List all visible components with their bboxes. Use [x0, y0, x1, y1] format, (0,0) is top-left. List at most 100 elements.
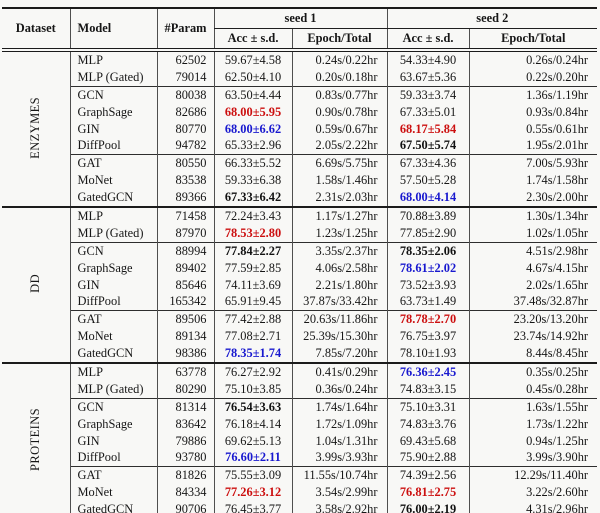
table-row: MLP (Gated) 87970 78.53±2.80 1.23s/1.25hr 77…: [2, 224, 598, 243]
epoch-cell-seed2: 2.30s/2.00hr: [468, 189, 598, 208]
epoch-cell-seed1: 3.54s/2.99hr: [291, 484, 388, 502]
epoch-cell-seed1: 4.06s/2.58hr: [291, 259, 388, 277]
table-row: GCN 80038 63.50±4.44 0.83s/0.77hr 59.33±3.74…: [2, 85, 598, 104]
model-cell: DiffPool: [69, 137, 157, 155]
acc-cell-seed1: 78.35±1.74: [213, 345, 292, 364]
epoch-cell-seed1: 7.85s/7.20hr: [291, 345, 388, 364]
param-cell: 93780: [156, 449, 214, 467]
dataset-label: PROTEINS: [28, 408, 43, 471]
param-cell: 79014: [156, 68, 214, 87]
epoch-cell-seed1: 0.20s/0.18hr: [291, 68, 388, 87]
header-row-sub: Acc ± s.d. Epoch/Total Acc ± s.d. Epoch/…: [2, 28, 598, 52]
table-row: GIN 80770 68.00±6.62 0.59s/0.67hr 68.17±5.84…: [2, 120, 598, 138]
param-cell: 82686: [156, 103, 214, 121]
acc-cell-seed2: 69.43±5.68: [386, 432, 470, 450]
param-cell: 98386: [156, 345, 214, 364]
epoch-cell-seed2: 4.51s/2.98hr: [468, 241, 598, 260]
table-row: ENZYMES MLP 62502 59.67±4.58 0.24s/0.22hr 54.…: [2, 50, 598, 158]
acc-cell-seed1: 77.59±2.85: [213, 259, 292, 277]
acc-cell-seed1: 68.00±6.62: [213, 120, 292, 138]
header-epoch-seed1: Epoch/Total: [291, 28, 388, 52]
param-cell: 89402: [156, 259, 214, 277]
acc-cell-seed2: 75.10±3.31: [386, 397, 470, 416]
model-cell: GAT: [69, 466, 157, 485]
acc-cell-seed1: 77.08±2.71: [213, 328, 292, 346]
param-cell: 63778: [156, 362, 214, 381]
epoch-cell-seed1: 0.41s/0.29hr: [291, 362, 388, 381]
epoch-cell-seed1: 2.31s/2.03hr: [291, 189, 388, 208]
epoch-cell-seed2: 1.74s/1.58hr: [468, 172, 598, 190]
param-cell: 80290: [156, 380, 214, 399]
epoch-cell-seed2: 3.22s/2.60hr: [468, 484, 598, 502]
dataset-label: DD: [28, 274, 43, 293]
epoch-cell-seed2: 1.36s/1.19hr: [468, 85, 598, 104]
acc-cell-seed2: 78.10±1.93: [386, 345, 470, 364]
dataset-label-cell: PROTEINS: [2, 362, 70, 513]
model-cell: GatedGCN: [69, 501, 157, 513]
model-cell: GraphSage: [69, 415, 157, 433]
epoch-cell-seed1: 3.99s/3.93hr: [291, 449, 388, 467]
table-row: GatedGCN 98386 78.35±1.74 7.85s/7.20hr 78.10…: [2, 345, 598, 364]
epoch-cell-seed2: 0.35s/0.25hr: [468, 362, 598, 381]
param-cell: 89134: [156, 328, 214, 346]
epoch-cell-seed2: 37.48s/32.87hr: [468, 293, 598, 311]
param-cell: 83538: [156, 172, 214, 190]
epoch-cell-seed1: 1.17s/1.27hr: [291, 206, 388, 225]
model-cell: MLP: [69, 50, 157, 69]
table-row: GCN 88994 77.84±2.27 3.35s/2.37hr 78.35±2.06…: [2, 241, 598, 260]
epoch-cell-seed1: 3.35s/2.37hr: [291, 241, 388, 260]
epoch-cell-seed2: 1.63s/1.55hr: [468, 397, 598, 416]
epoch-cell-seed2: 23.74s/14.92hr: [468, 328, 598, 346]
acc-cell-seed2: 76.75±3.97: [386, 328, 470, 346]
table-row: GraphSage 82686 68.00±5.95 0.90s/0.78hr 67.3…: [2, 103, 598, 121]
model-cell: MoNet: [69, 328, 157, 346]
model-cell: GCN: [69, 241, 157, 260]
header-acc-seed1: Acc ± s.d.: [213, 28, 292, 52]
epoch-cell-seed2: 0.45s/0.28hr: [468, 380, 598, 399]
acc-cell-seed2: 78.78±2.70: [386, 310, 470, 329]
acc-cell-seed2: 54.33±4.90: [386, 50, 470, 69]
model-cell: GAT: [69, 310, 157, 329]
header-seed2: seed 2: [386, 8, 598, 29]
acc-cell-seed1: 78.53±2.80: [213, 224, 292, 243]
epoch-cell-seed2: 0.22s/0.20hr: [468, 68, 598, 87]
acc-cell-seed2: 59.33±3.74: [386, 85, 470, 104]
epoch-cell-seed1: 6.69s/5.75hr: [291, 154, 388, 173]
table-row: MLP (Gated) 79014 62.50±4.10 0.20s/0.18hr 63…: [2, 68, 598, 87]
model-cell: GCN: [69, 85, 157, 104]
acc-cell-seed1: 62.50±4.10: [213, 68, 292, 87]
acc-cell-seed1: 72.24±3.43: [213, 206, 292, 225]
table-row: MLP (Gated) 80290 75.10±3.85 0.36s/0.24hr 74…: [2, 380, 598, 399]
header-row-top: Dataset Model #Param seed 1 seed 2: [2, 8, 598, 52]
param-cell: 71458: [156, 206, 214, 225]
acc-cell-seed2: 68.17±5.84: [386, 120, 470, 138]
epoch-cell-seed1: 25.39s/15.30hr: [291, 328, 388, 346]
acc-cell-seed1: 74.11±3.69: [213, 276, 292, 294]
table-row: GAT 89506 77.42±2.88 20.63s/11.86hr 78.78±2.…: [2, 310, 598, 329]
acc-cell-seed1: 76.54±3.63: [213, 397, 292, 416]
model-cell: MLP (Gated): [69, 380, 157, 399]
header-acc-seed2: Acc ± s.d.: [386, 28, 470, 52]
acc-cell-seed2: 76.36±2.45: [386, 362, 470, 381]
epoch-cell-seed2: 7.00s/5.93hr: [468, 154, 598, 173]
acc-cell-seed1: 68.00±5.95: [213, 103, 292, 121]
table-row: GCN 81314 76.54±3.63 1.74s/1.64hr 75.10±3.31…: [2, 397, 598, 416]
param-cell: 87970: [156, 224, 214, 243]
acc-cell-seed1: 76.45±3.77: [213, 501, 292, 513]
param-cell: 80770: [156, 120, 214, 138]
table-row: DiffPool 165342 65.91±9.45 37.87s/33.42hr 63…: [2, 293, 598, 311]
acc-cell-seed1: 67.33±6.42: [213, 189, 292, 208]
acc-cell-seed2: 70.88±3.89: [386, 206, 470, 225]
epoch-cell-seed1: 1.23s/1.25hr: [291, 224, 388, 243]
table-row: GAT 81826 75.55±3.09 11.55s/10.74hr 74.39±2.…: [2, 466, 598, 485]
epoch-cell-seed2: 8.44s/8.45hr: [468, 345, 598, 364]
epoch-cell-seed1: 0.59s/0.67hr: [291, 120, 388, 138]
epoch-cell-seed2: 1.95s/2.01hr: [468, 137, 598, 155]
epoch-cell-seed1: 1.74s/1.64hr: [291, 397, 388, 416]
acc-cell-seed2: 67.50±5.74: [386, 137, 470, 155]
acc-cell-seed1: 75.55±3.09: [213, 466, 292, 485]
param-cell: 80550: [156, 154, 214, 173]
epoch-cell-seed2: 1.30s/1.34hr: [468, 206, 598, 225]
model-cell: GraphSage: [69, 259, 157, 277]
table-row: GraphSage 89402 77.59±2.85 4.06s/2.58hr 78.6…: [2, 259, 598, 277]
